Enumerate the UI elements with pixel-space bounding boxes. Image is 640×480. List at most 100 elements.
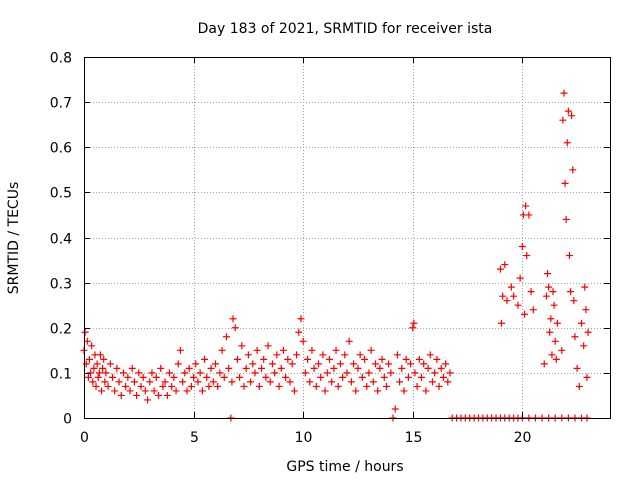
data-point <box>422 387 430 395</box>
data-point <box>262 373 270 381</box>
data-point <box>218 346 226 354</box>
data-point <box>507 283 515 291</box>
data-point <box>312 382 320 390</box>
data-point <box>155 391 163 399</box>
data-point <box>308 346 316 354</box>
data-point <box>139 373 147 381</box>
data-point <box>354 364 362 372</box>
data-point <box>328 378 336 386</box>
data-point <box>122 382 130 390</box>
data-point <box>343 369 351 377</box>
data-point <box>244 351 252 359</box>
data-point <box>115 378 123 386</box>
data-point <box>563 139 571 147</box>
data-point <box>510 292 518 300</box>
y-tick-label: 0.1 <box>50 367 72 383</box>
data-point <box>249 360 257 368</box>
y-tick-label: 0 <box>63 412 72 428</box>
data-point <box>299 337 307 345</box>
data-point <box>376 364 384 372</box>
y-tick-label: 0.5 <box>50 186 72 202</box>
data-point <box>304 355 312 363</box>
data-point <box>415 355 423 363</box>
data-point <box>282 373 290 381</box>
y-axis-label: SRMTID / TECUs <box>6 182 22 295</box>
data-point <box>190 373 198 381</box>
x-tick-label: 20 <box>514 430 532 446</box>
data-point <box>567 288 575 296</box>
data-point <box>523 252 531 260</box>
data-point <box>196 369 204 377</box>
data-point <box>233 355 241 363</box>
data-point <box>365 369 373 377</box>
data-point <box>398 364 406 372</box>
data-point <box>336 360 344 368</box>
x-tick-label: 15 <box>405 430 423 446</box>
data-point <box>141 387 149 395</box>
data-point <box>496 265 504 273</box>
data-point <box>297 315 305 323</box>
data-point <box>544 270 552 278</box>
data-point <box>201 355 209 363</box>
data-point <box>96 351 104 359</box>
data-point <box>306 378 314 386</box>
y-tick-label: 0.3 <box>50 277 72 293</box>
data-point <box>410 319 418 327</box>
data-point <box>163 391 171 399</box>
data-point <box>266 378 274 386</box>
data-point <box>578 319 586 327</box>
data-point <box>144 396 152 404</box>
data-point <box>325 355 333 363</box>
data-point <box>334 382 342 390</box>
data-point <box>571 333 579 341</box>
data-point <box>341 351 349 359</box>
data-point <box>387 369 395 377</box>
data-point <box>85 355 93 363</box>
data-point <box>575 382 583 390</box>
data-point <box>529 306 537 314</box>
data-point <box>503 297 511 305</box>
data-point <box>220 373 228 381</box>
data-point <box>545 283 553 291</box>
data-point <box>88 342 96 350</box>
data-point <box>130 378 138 386</box>
data-point <box>560 89 568 97</box>
data-point <box>99 364 107 372</box>
x-tick-label: 10 <box>295 430 313 446</box>
data-point <box>499 292 507 300</box>
data-point <box>82 360 90 368</box>
data-point <box>271 369 279 377</box>
data-point <box>363 382 371 390</box>
x-axis-label: GPS time / hours <box>286 459 403 475</box>
data-point <box>420 360 428 368</box>
data-point <box>439 373 447 381</box>
data-point <box>380 373 388 381</box>
data-point <box>540 360 548 368</box>
data-point <box>382 382 390 390</box>
data-point <box>444 378 452 386</box>
data-point <box>100 355 108 363</box>
data-point <box>273 351 281 359</box>
data-point <box>518 243 526 251</box>
data-point <box>194 378 202 386</box>
data-point <box>225 364 233 372</box>
data-point <box>446 369 454 377</box>
data-point <box>435 382 443 390</box>
data-point <box>426 351 434 359</box>
data-point <box>295 328 303 336</box>
data-point <box>161 378 169 386</box>
data-point <box>229 315 237 323</box>
data-point <box>185 364 193 372</box>
data-point <box>133 391 141 399</box>
data-point <box>361 355 369 363</box>
data-point <box>146 378 154 386</box>
data-point <box>98 387 106 395</box>
data-point <box>128 364 136 372</box>
data-point <box>176 346 184 354</box>
data-point <box>148 369 156 377</box>
data-point <box>106 360 114 368</box>
data-point <box>87 369 95 377</box>
data-point <box>277 364 285 372</box>
data-point <box>264 342 272 350</box>
